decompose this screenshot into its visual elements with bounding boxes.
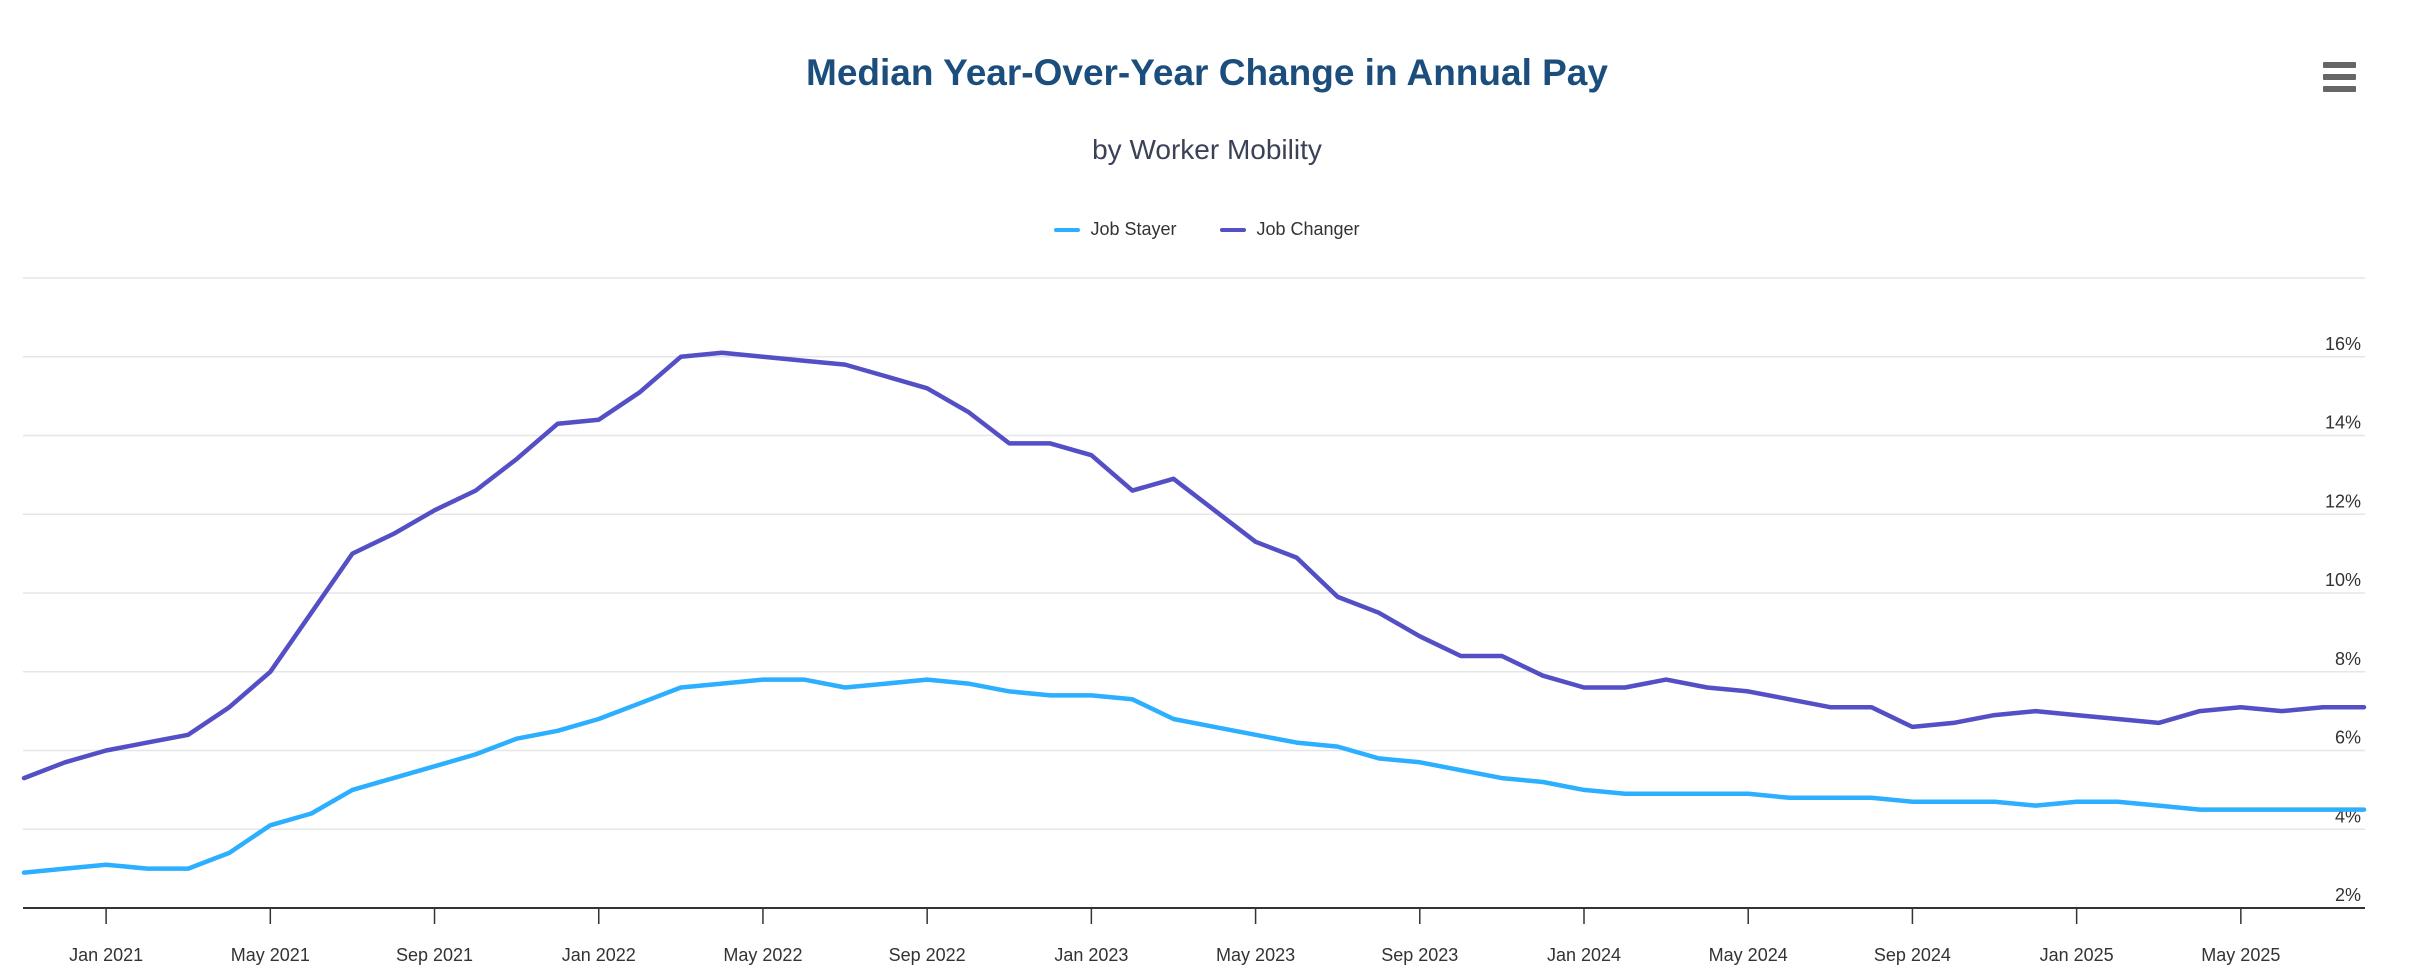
x-axis-label: Sep 2022	[889, 945, 966, 965]
legend: Job Stayer Job Changer	[0, 219, 2414, 240]
x-axis-label: Sep 2023	[1381, 945, 1458, 965]
legend-item-job-changer[interactable]: Job Changer	[1220, 219, 1360, 240]
hamburger-icon	[2323, 86, 2356, 92]
chart-subtitle: by Worker Mobility	[1092, 134, 1322, 165]
x-axis-label: Jan 2021	[69, 945, 143, 965]
y-axis-label: 10%	[2325, 570, 2361, 590]
x-axis-label: Jan 2022	[562, 945, 636, 965]
x-axis-label: May 2024	[1709, 945, 1788, 965]
y-axis-label: 8%	[2335, 649, 2361, 669]
x-axis-label: Sep 2021	[396, 945, 473, 965]
y-axis-label: 12%	[2325, 491, 2361, 511]
export-menu-button[interactable]	[2323, 62, 2356, 92]
y-axis-label: 2%	[2335, 885, 2361, 905]
x-axis-label: Jan 2023	[1054, 945, 1128, 965]
x-axis-label: May 2021	[231, 945, 310, 965]
legend-label: Job Changer	[1256, 219, 1360, 239]
y-axis-label: 6%	[2335, 728, 2361, 748]
x-axis-label: May 2022	[723, 945, 802, 965]
job-stayer-line-swatch	[1054, 227, 1081, 232]
y-axis-label: 14%	[2325, 413, 2361, 433]
y-axis-label: 16%	[2325, 334, 2361, 354]
series-line-job-stayer[interactable]	[21, 677, 2367, 875]
chart-title: Median Year-Over-Year Change in Annual P…	[806, 52, 1608, 93]
x-axis-label: Jan 2025	[2040, 945, 2114, 965]
x-axis-label: Jan 2024	[1547, 945, 1621, 965]
job-changer-line-swatch	[1220, 227, 1247, 232]
x-axis-label: Sep 2024	[1874, 945, 1951, 965]
legend-item-job-stayer[interactable]: Job Stayer	[1054, 219, 1176, 240]
hamburger-icon	[2323, 62, 2356, 68]
x-axis-label: May 2023	[1216, 945, 1295, 965]
series-line-job-changer[interactable]	[21, 350, 2367, 781]
legend-label: Job Stayer	[1090, 219, 1177, 239]
x-axis-label: May 2025	[2201, 945, 2280, 965]
hamburger-icon	[2323, 74, 2356, 80]
